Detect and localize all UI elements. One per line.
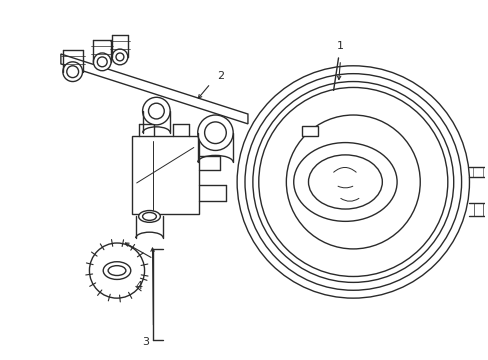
Polygon shape bbox=[302, 126, 318, 136]
Circle shape bbox=[93, 53, 111, 71]
Ellipse shape bbox=[103, 262, 130, 279]
Circle shape bbox=[97, 57, 107, 67]
Ellipse shape bbox=[108, 266, 125, 275]
Circle shape bbox=[63, 62, 82, 82]
Text: 3: 3 bbox=[142, 337, 149, 347]
Circle shape bbox=[142, 97, 170, 125]
Circle shape bbox=[244, 74, 461, 290]
Ellipse shape bbox=[293, 143, 396, 221]
Circle shape bbox=[237, 66, 468, 298]
Circle shape bbox=[67, 66, 79, 78]
Polygon shape bbox=[131, 136, 198, 215]
Circle shape bbox=[258, 87, 447, 276]
Polygon shape bbox=[61, 54, 247, 124]
Ellipse shape bbox=[142, 212, 156, 220]
Ellipse shape bbox=[308, 155, 382, 209]
Text: 4: 4 bbox=[135, 281, 142, 291]
Circle shape bbox=[252, 82, 453, 282]
Circle shape bbox=[197, 115, 233, 150]
Circle shape bbox=[286, 115, 419, 249]
Circle shape bbox=[89, 243, 144, 298]
Ellipse shape bbox=[139, 211, 160, 222]
Circle shape bbox=[148, 103, 164, 119]
Circle shape bbox=[112, 49, 127, 65]
Text: 2: 2 bbox=[216, 71, 224, 81]
Circle shape bbox=[116, 53, 123, 61]
Text: 1: 1 bbox=[336, 41, 343, 51]
Circle shape bbox=[204, 122, 226, 144]
